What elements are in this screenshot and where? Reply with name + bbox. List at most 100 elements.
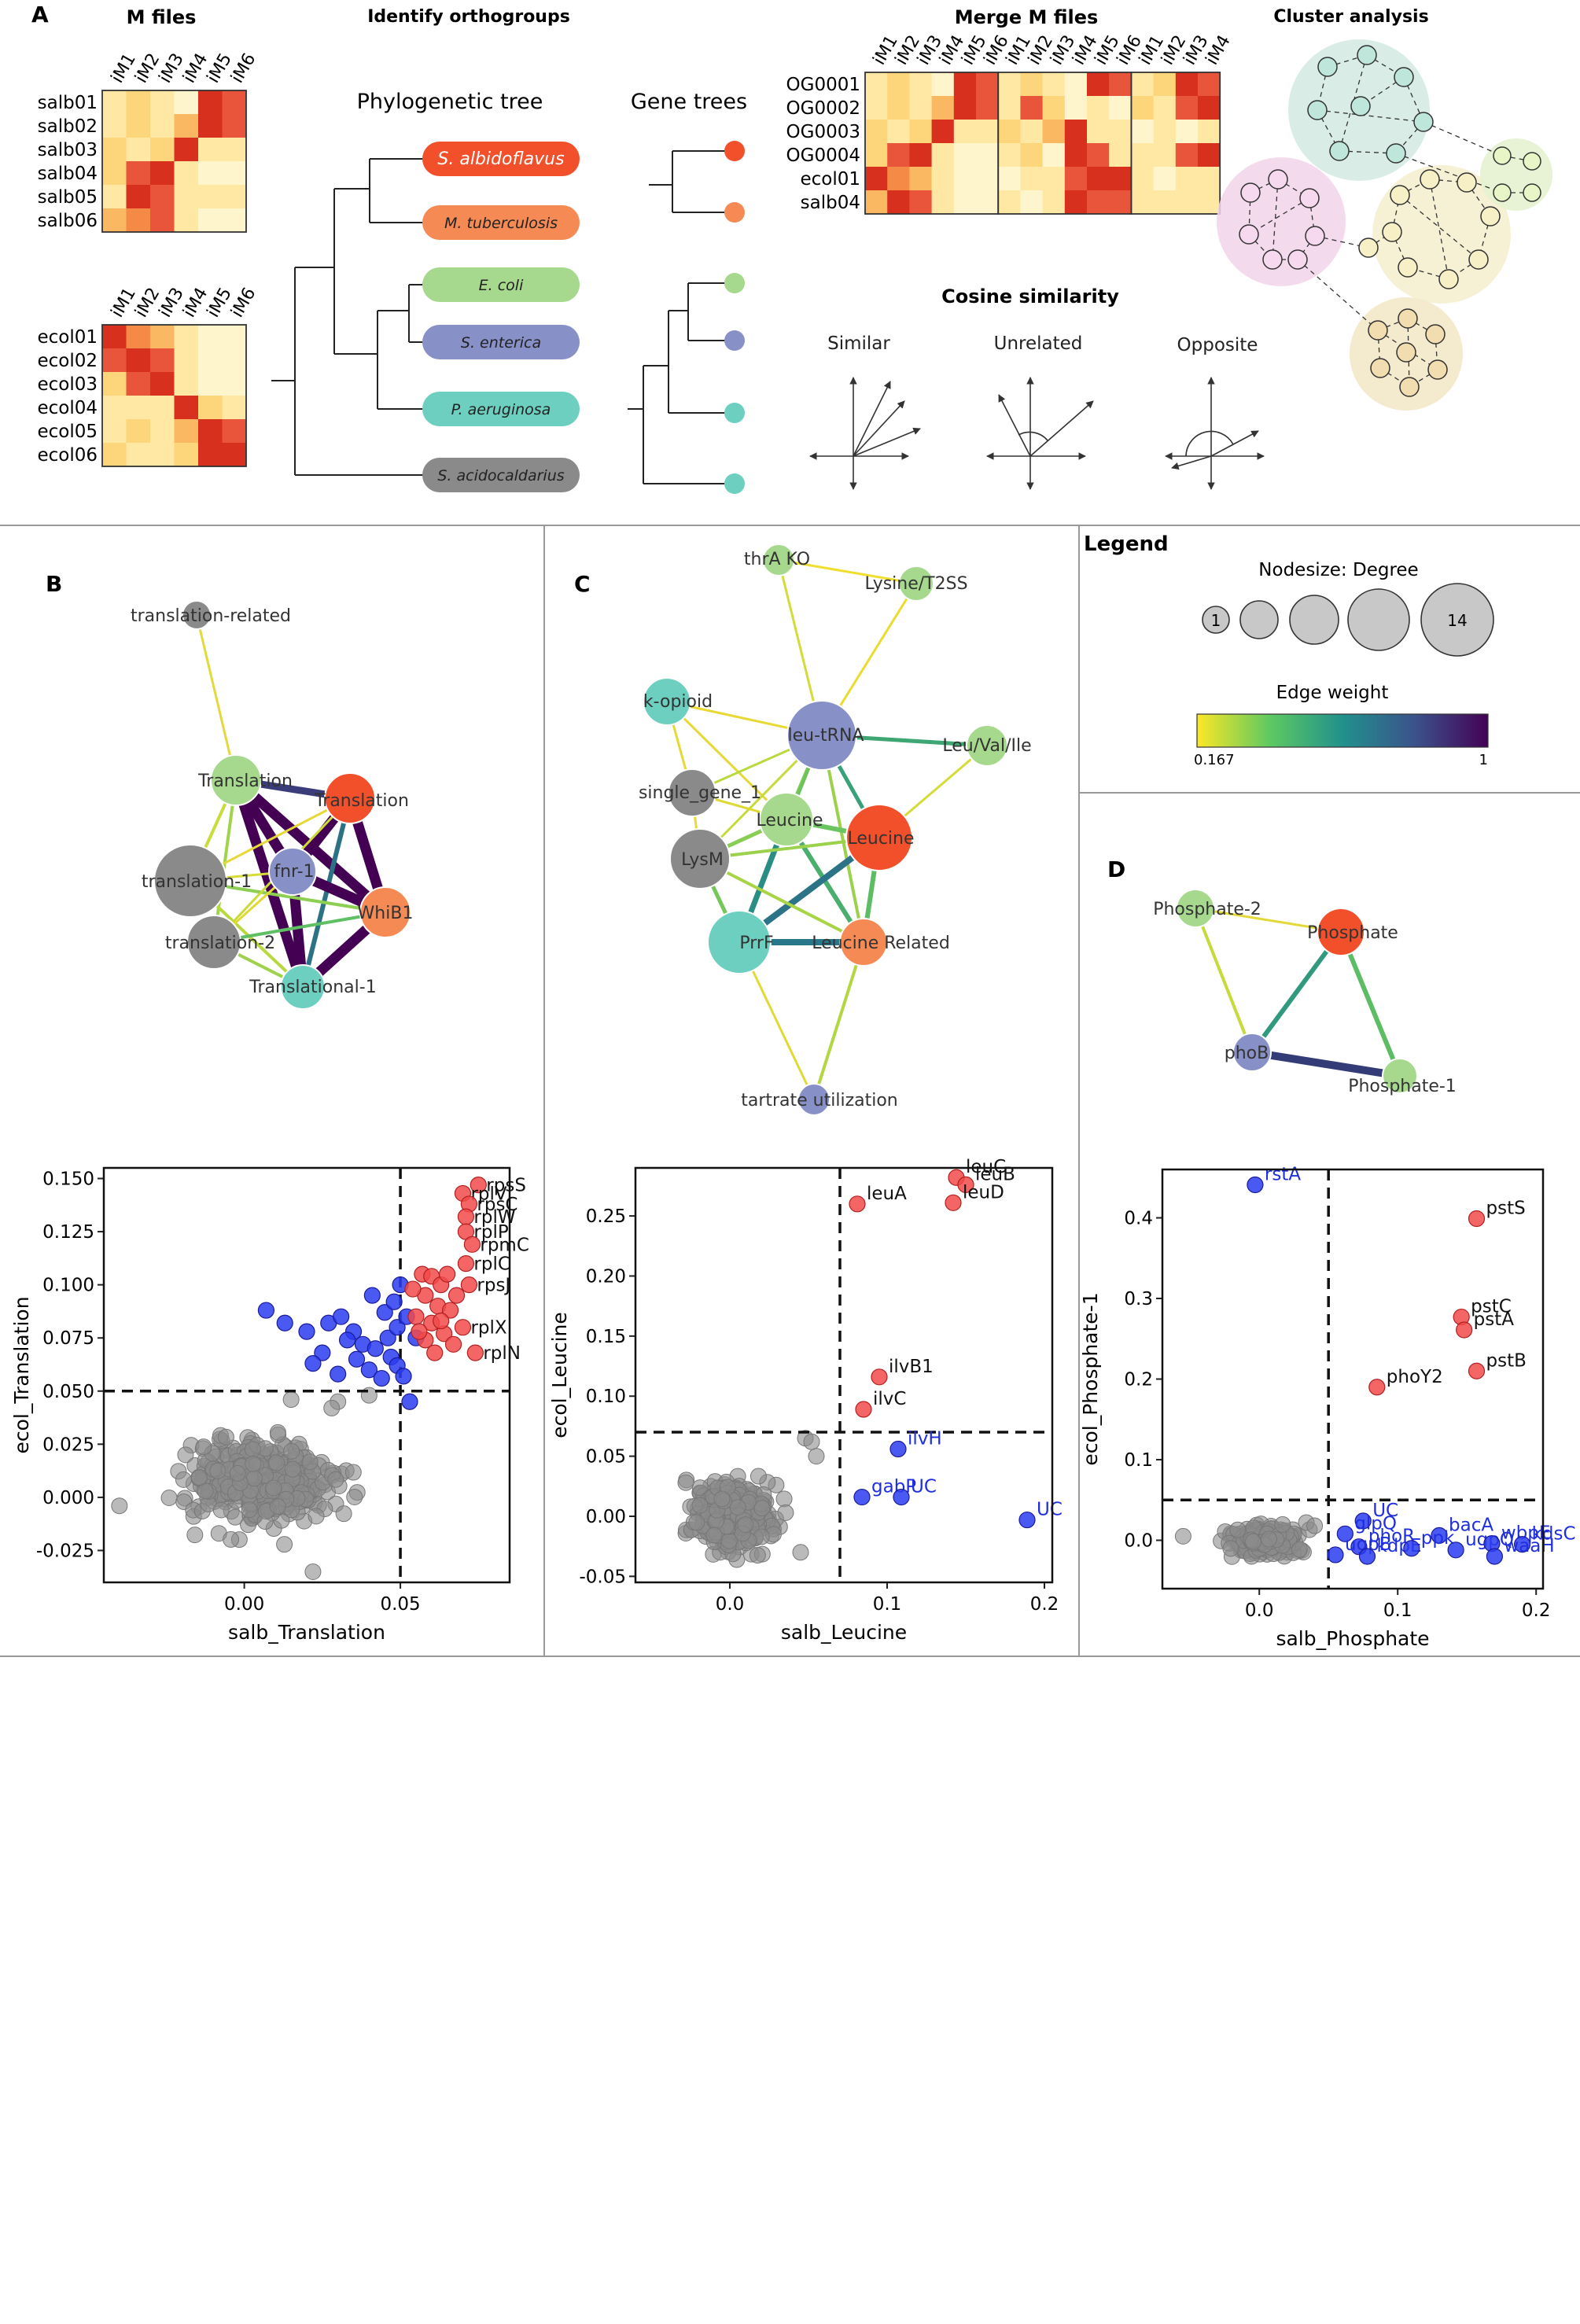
heatmap-cell: [198, 161, 223, 186]
heatmap-cell: [1042, 143, 1066, 168]
label-k-opioid: k-opioid: [643, 692, 713, 712]
heatmap-cell: [174, 208, 199, 233]
grey-point: [197, 1482, 214, 1500]
grey-point: [223, 1530, 240, 1548]
point-label: bacA: [1449, 1515, 1493, 1535]
point-label: kdsC: [1532, 1524, 1576, 1545]
heatmap-cell: [102, 396, 127, 420]
heatmap-cell: [126, 396, 151, 420]
heatmap-cell: [1109, 120, 1132, 144]
heatmap-cell: [222, 396, 247, 420]
labeled-point: [1354, 1512, 1372, 1530]
heatmap-cell: [126, 325, 151, 349]
point-label: waaH: [1504, 1536, 1554, 1556]
node-tartrate: [797, 1083, 831, 1116]
y-tick-label: 0.1: [1124, 1450, 1153, 1471]
species-pill: [422, 458, 580, 492]
grey-point: [301, 1453, 319, 1471]
heatmap-row-label: salb01: [38, 93, 98, 113]
heatmap-cell: [1109, 167, 1132, 191]
heatmap-cell: [1064, 190, 1088, 215]
heatmap-cell: [126, 208, 151, 233]
grey-point: [1229, 1521, 1247, 1538]
grey-point: [737, 1516, 754, 1534]
heatmap-cell: [150, 348, 175, 373]
heatmap-cell: [174, 443, 199, 467]
heatmap-cell: [931, 120, 955, 144]
heatmap-cell: [865, 190, 888, 215]
x-tick-label: 0.00: [224, 1594, 264, 1615]
heatmap-cell: [150, 114, 175, 138]
phylo-title: Phylogenetic tree: [357, 90, 543, 114]
heatmap-col-label: iM4: [179, 285, 212, 321]
heatmap-cell: [998, 120, 1021, 144]
heatmap-cell: [931, 190, 955, 215]
point-label: UC: [1372, 1501, 1398, 1521]
heatmap-row-label: salb02: [38, 116, 98, 137]
heatmap-cell: [1020, 72, 1044, 97]
scatter-c: 0.0 0.1 0.2 -0.05 0.00 0.05 0.10 0.15 0.20 0.25 il…: [548, 1157, 1063, 1644]
grey-point: [265, 1479, 282, 1497]
heatmap-cell: [222, 185, 247, 209]
grey-point: [175, 1471, 192, 1488]
heatmap-cell: [222, 325, 247, 349]
grey-point: [335, 1505, 352, 1523]
heatmap-cell: [976, 143, 999, 168]
labeled-point: [1368, 1379, 1386, 1396]
labeled-point: [1513, 1536, 1531, 1553]
heatmap-cell: [887, 120, 910, 144]
heatmap-col-label: iM3: [156, 50, 188, 87]
heatmap-cell: [1153, 72, 1177, 97]
x-tick-label: 0.1: [873, 1594, 902, 1615]
heatmap-cell: [1175, 143, 1199, 168]
node-translational-1: [280, 964, 326, 1010]
heatmap-cell: [931, 72, 955, 97]
labeled-point: [1018, 1511, 1036, 1529]
y-tick-label: 0.00: [586, 1507, 626, 1527]
panel-separators: [0, 525, 1580, 1657]
grey-point: [212, 1501, 230, 1519]
grey-point: [308, 1508, 325, 1525]
label-prrf: PrrF: [739, 934, 773, 953]
point-label: rpsS: [486, 1176, 526, 1196]
node-phosphate-1: [1382, 1058, 1418, 1094]
grey-point: [775, 1490, 793, 1508]
heatmap-col-label: iM2: [131, 285, 164, 321]
heatmap-group-frame: [1130, 72, 1221, 215]
labeled-point: [257, 1302, 274, 1319]
grey-point: [229, 1464, 246, 1482]
heatmap-cell: [1175, 190, 1199, 215]
nodesize-legend-circles: [1202, 583, 1494, 657]
edge-min-label: 0.167: [1194, 752, 1235, 768]
cluster-title: Cluster analysis: [1273, 7, 1428, 27]
labeled-point: [395, 1368, 412, 1385]
heatmap-cell: [1087, 167, 1110, 191]
merge-title: Merge M files: [955, 6, 1099, 28]
grey-point: [195, 1438, 212, 1456]
heatmap-cell: [1198, 96, 1221, 120]
label-lysine-t2ss: Lysine/T2SS: [864, 574, 967, 594]
heatmap-cell: [174, 161, 199, 186]
heatmap-cell: [174, 325, 199, 349]
grey-point: [209, 1462, 227, 1479]
heatmap-row-label: OG0001: [786, 75, 860, 95]
node-lysine-t2ss: [898, 565, 934, 602]
label-fnr-1: fnr-1: [274, 862, 314, 882]
grey-point: [713, 1490, 731, 1508]
heatmap-cell: [126, 138, 151, 162]
heatmap-cell: [1109, 190, 1132, 215]
network-c-edges: [665, 558, 989, 1101]
heatmap-row-label: salb05: [38, 187, 98, 208]
heatmap-cell: [198, 443, 223, 467]
point-label: leuA: [867, 1184, 907, 1204]
heatmap-cell: [1042, 120, 1066, 144]
y-tick-label: 0.125: [42, 1222, 94, 1243]
heatmap-cell: [998, 190, 1021, 215]
grey-point: [327, 1471, 344, 1488]
heatmap-cell: [126, 348, 151, 373]
heatmap-cell: [198, 114, 223, 138]
label-phosphate-2: Phosphate-2: [1153, 900, 1261, 919]
y-tick-label: 0.3: [1124, 1289, 1153, 1309]
heatmap-cell: [198, 419, 223, 444]
heatmap-cell: [1064, 96, 1088, 120]
